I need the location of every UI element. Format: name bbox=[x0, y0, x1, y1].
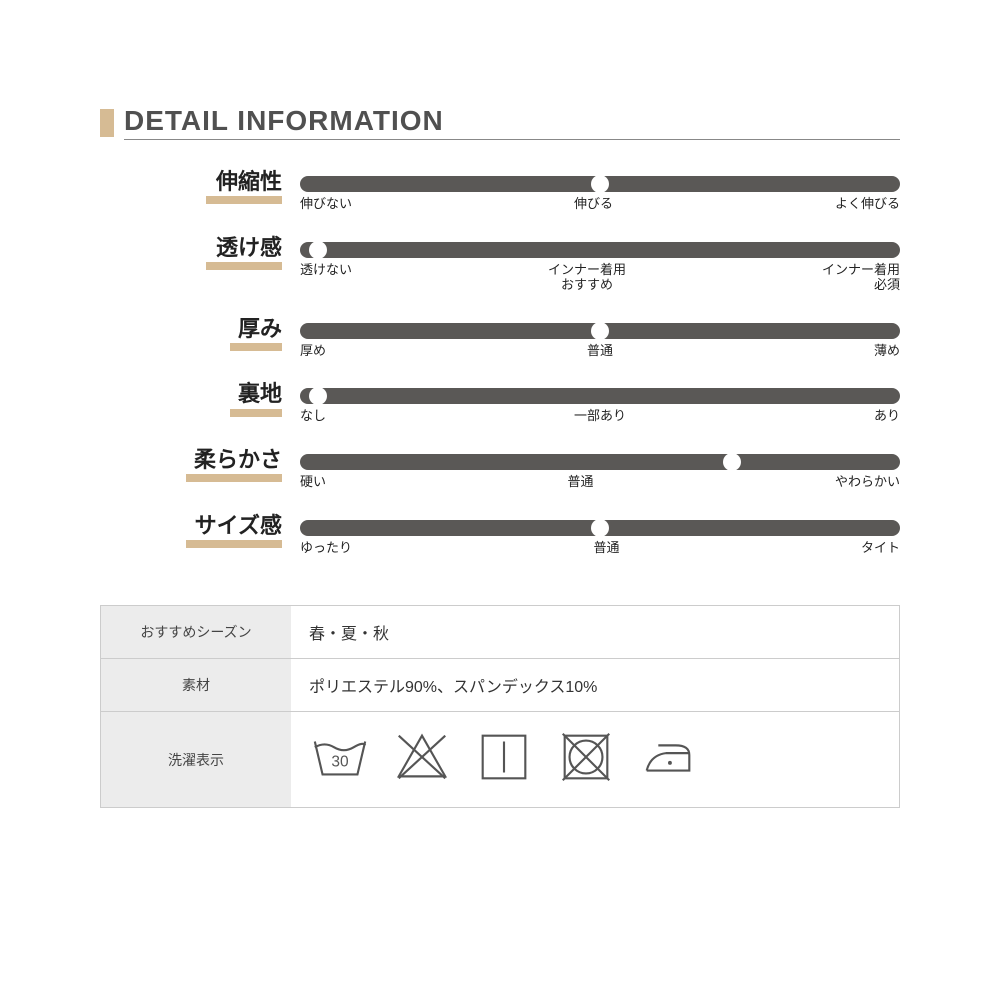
slider-underline bbox=[186, 540, 282, 548]
slider-knob bbox=[591, 175, 609, 193]
slider-underline bbox=[230, 409, 282, 417]
scale-label: 薄め bbox=[874, 343, 900, 359]
slider-track bbox=[300, 176, 900, 192]
slider-label: 裏地 bbox=[160, 382, 282, 406]
slider-scale: 厚め 普通 薄め bbox=[300, 343, 900, 359]
slider-knob bbox=[591, 322, 609, 340]
slider-knob bbox=[723, 453, 741, 471]
slider-knob bbox=[309, 387, 327, 405]
info-table: おすすめシーズン春・夏・秋素材ポリエステル90%、スパンデックス10%洗濯表示 3… bbox=[100, 605, 900, 808]
slider-track bbox=[300, 520, 900, 536]
slider-label: 伸縮性 bbox=[160, 170, 282, 194]
slider-row: 柔らかさ硬い 普通 やわらかい bbox=[160, 448, 900, 490]
table-row: 洗濯表示 30 bbox=[101, 712, 899, 807]
section-header: DETAIL INFORMATION bbox=[100, 105, 900, 140]
slider-scale: 透けない インナー着用 おすすめ インナー着用 必須 bbox=[300, 262, 900, 293]
iron-icon bbox=[637, 726, 699, 793]
table-value: 30 bbox=[291, 712, 899, 807]
slider-row: 伸縮性伸びない 伸びる よく伸びる bbox=[160, 170, 900, 212]
slider-underline bbox=[206, 262, 282, 270]
slider-scale: ゆったり 普通 タイト bbox=[300, 540, 900, 556]
slider-label: サイズ感 bbox=[160, 514, 282, 538]
table-row: おすすめシーズン春・夏・秋 bbox=[101, 606, 899, 659]
scale-label: 伸びない bbox=[300, 196, 352, 212]
attribute-sliders: 伸縮性伸びない 伸びる よく伸びる透け感透けない インナー着用 おすすめ インナー着用 … bbox=[160, 170, 900, 555]
table-label: 素材 bbox=[101, 659, 291, 711]
no-bleach-icon bbox=[391, 726, 453, 793]
slider-track bbox=[300, 242, 900, 258]
slider-track bbox=[300, 323, 900, 339]
slider-label: 柔らかさ bbox=[160, 448, 282, 472]
scale-label: 普通 bbox=[587, 343, 613, 359]
slider-label: 透け感 bbox=[160, 236, 282, 260]
slider-knob bbox=[591, 519, 609, 537]
slider-underline bbox=[206, 196, 282, 204]
slider-knob bbox=[309, 241, 327, 259]
scale-label: 普通 bbox=[593, 540, 619, 556]
table-value: ポリエステル90%、スパンデックス10% bbox=[291, 659, 899, 711]
slider-scale: 硬い 普通 やわらかい bbox=[300, 474, 900, 490]
scale-label: 一部あり bbox=[574, 408, 626, 424]
no-dryclean-icon bbox=[555, 726, 617, 793]
scale-label: 伸びる bbox=[574, 196, 613, 212]
table-value: 春・夏・秋 bbox=[291, 606, 899, 658]
tumble-low-icon bbox=[473, 726, 535, 793]
scale-label: 普通 bbox=[567, 474, 593, 490]
slider-track bbox=[300, 454, 900, 470]
slider-track bbox=[300, 388, 900, 404]
slider-scale: 伸びない 伸びる よく伸びる bbox=[300, 196, 900, 212]
slider-label: 厚み bbox=[160, 317, 282, 341]
header-title: DETAIL INFORMATION bbox=[124, 105, 900, 140]
scale-label: やわらかい bbox=[835, 474, 900, 490]
slider-underline bbox=[186, 474, 282, 482]
slider-scale: なし 一部あり あり bbox=[300, 408, 900, 424]
header-accent-bar bbox=[100, 109, 114, 137]
scale-label: タイト bbox=[861, 540, 900, 556]
scale-label: 硬い bbox=[300, 474, 326, 490]
scale-label: よく伸びる bbox=[835, 196, 900, 212]
scale-label: インナー着用 おすすめ bbox=[548, 262, 626, 293]
slider-row: 厚み厚め 普通 薄め bbox=[160, 317, 900, 359]
wash-30-icon: 30 bbox=[309, 726, 371, 793]
scale-label: あり bbox=[874, 408, 900, 424]
scale-label: 透けない bbox=[300, 262, 352, 293]
slider-underline bbox=[230, 343, 282, 351]
table-row: 素材ポリエステル90%、スパンデックス10% bbox=[101, 659, 899, 712]
scale-label: 厚め bbox=[300, 343, 326, 359]
scale-label: インナー着用 必須 bbox=[822, 262, 900, 293]
svg-text:30: 30 bbox=[331, 754, 349, 771]
scale-label: なし bbox=[300, 408, 326, 424]
table-label: おすすめシーズン bbox=[101, 606, 291, 658]
slider-row: サイズ感ゆったり 普通 タイト bbox=[160, 514, 900, 556]
slider-row: 裏地なし 一部あり あり bbox=[160, 382, 900, 424]
slider-row: 透け感透けない インナー着用 おすすめ インナー着用 必須 bbox=[160, 236, 900, 293]
table-label: 洗濯表示 bbox=[101, 712, 291, 807]
scale-label: ゆったり bbox=[300, 540, 352, 556]
